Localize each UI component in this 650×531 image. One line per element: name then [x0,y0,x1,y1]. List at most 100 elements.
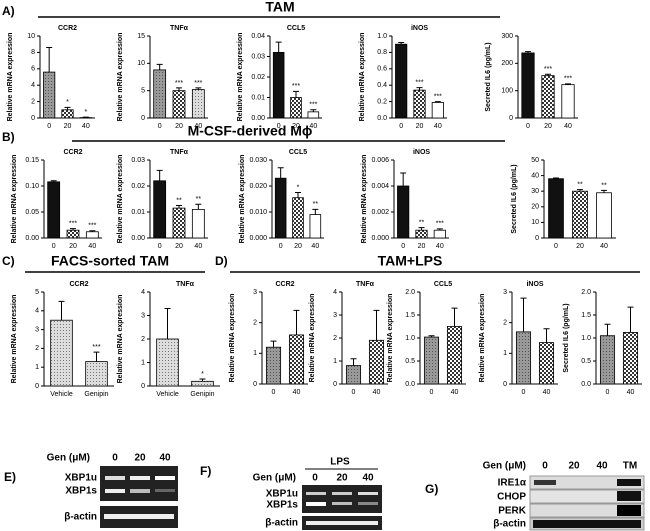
x-tick-label: 20 [292,123,300,130]
y-tick-label: 40 [531,172,539,179]
y-axis-label: Relative mRNA expression [117,155,124,244]
x-tick-label: 40 [436,243,444,250]
error-bar [416,87,423,91]
bar-chart: 0 100 200 300 Secreted IL6 (pg/mL) 0 *** 20 *** 4… [485,33,578,130]
bar [515,331,532,385]
gel-e: E) Gen (μM) 0 20 40 XBP1u XBP1s β-actin [4,453,178,528]
y-tick-label: 3 [503,289,507,296]
y-tick-label: 0.00 [25,235,39,242]
y-tick-label: 15 [137,33,145,40]
significance: *** [434,93,442,100]
significance: *** [544,66,552,73]
panel-title: FACS-sorted TAM [51,253,169,269]
error-bar [545,73,551,76]
gel-g: G) Gen (μM) 0 20 40 TM IRE1α CHOP PERK β… [425,461,645,531]
significance: *** [292,83,300,90]
y-axis-label: Relative mRNA expression [239,155,246,244]
error-bar [373,309,380,341]
x-tick-label: 40 [194,243,202,250]
bar [622,332,639,385]
error-bar [199,378,206,382]
y-tick-label: 2.0 [581,289,591,296]
error-bar [295,192,301,198]
significance: * [84,109,87,116]
chart-title: TNFα [170,149,189,156]
x-tick-label: Genipin [84,391,108,398]
bar [368,339,385,385]
panel-title: TAM+LPS [378,253,443,269]
x-tick-label: 0 [526,123,530,130]
y-tick-label: 1.0 [377,33,387,40]
y-tick-label: 0 [35,383,39,390]
bar [272,52,285,119]
error-bar [277,167,284,179]
band-label: β-actin [493,519,526,530]
y-tick-label: 0.15 [25,157,39,164]
panel-label: G) [425,482,438,496]
band [155,476,175,480]
error-bar [428,335,435,338]
band [306,521,378,525]
band [332,502,352,505]
panel-title: M-CSF-derived Mϕ [188,123,313,139]
y-tick-label: 0.4 [377,82,387,89]
y-tick-label: 0.04 [251,33,265,40]
band [533,520,641,528]
y-axis-label: Relative mRNA expression [229,294,236,383]
band-label: XBP1s [65,486,97,497]
chart-title: iNOS [526,281,543,288]
x-tick-label: 20 [294,243,302,250]
bar [415,229,428,239]
bar [191,380,214,387]
y-axis-label: Relative mRNA expression [7,33,14,122]
bar-chart: 0.00 0.05 0.10 0.15 Relative mRNA expression… [11,149,102,250]
error-bar [93,351,100,362]
bar [599,335,616,385]
band [332,492,352,495]
lane-label: 0 [312,473,318,484]
x-tick-label: 0 [158,243,162,250]
x-tick-label: 40 [373,389,381,396]
x-tick-label: 0 [47,123,51,130]
chart-title: CCL5 [287,25,305,32]
dose-label: Gen (μM) [253,473,296,484]
y-tick-label: 5 [35,289,39,296]
error-bar [601,189,607,193]
y-tick-label: 0.05 [25,209,39,216]
y-tick-label: 4 [31,82,35,89]
y-tick-label: 0.000 [249,235,267,242]
y-tick-label: 0.0 [581,381,591,388]
significance: ** [601,182,607,189]
lane-label: 0 [112,453,118,464]
x-tick-label: 0 [606,389,610,396]
y-axis-label: Relative mRNA expression [387,294,394,383]
band-label: IRE1α [498,478,527,489]
significance: *** [88,223,96,230]
significance: *** [415,80,423,87]
y-axis-label: Relative mRNA expression [309,294,316,383]
band [306,502,326,506]
x-tick-label: 40 [564,123,572,130]
chart-title: TNFα [356,281,375,288]
significance: *** [92,344,100,351]
y-tick-label: 3 [253,289,257,296]
error-bar [46,46,53,73]
y-tick-label: 3 [141,312,145,319]
y-tick-label: 0.5 [581,358,591,365]
panel-title: TAM [265,0,294,15]
y-tick-label: 0.8 [377,49,387,56]
band-label: PERK [498,506,527,517]
x-tick-label: 40 [451,389,459,396]
y-tick-label: 2.0 [405,289,415,296]
bar [288,334,305,385]
x-tick-label: 0 [554,243,558,250]
bar [50,319,73,387]
y-axis-label: Relative mRNA expression [479,294,486,383]
y-tick-label: 1 [253,350,257,357]
bar [307,111,320,119]
y-axis-label: Secreted IL6 (pg/mL) [511,164,518,233]
x-tick-label: 0 [158,123,162,130]
y-tick-label: 0 [333,381,337,388]
bar-chart: 0 1 2 3 4 Relative mRNA expression TNFα 0 40 [309,281,388,396]
